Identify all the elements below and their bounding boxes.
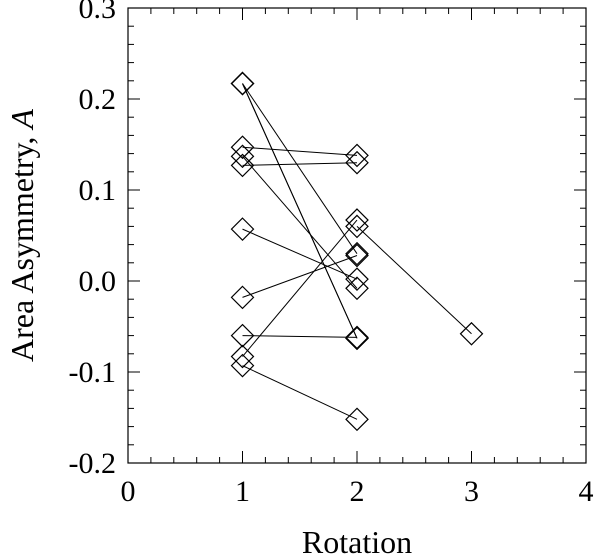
data-point — [345, 267, 369, 292]
track-line — [242, 162, 358, 166]
x-tick-label: 3 — [464, 475, 479, 508]
data-point — [345, 326, 369, 351]
y-tick-label: 0.1 — [79, 174, 117, 207]
data-point — [345, 150, 369, 175]
y-tick-label: 0.2 — [79, 83, 117, 116]
track-line — [242, 255, 358, 298]
y-axis-title-symbol: A — [4, 109, 40, 131]
data-point — [230, 217, 255, 241]
track-line — [356, 226, 472, 335]
y-tick-label: 0.0 — [79, 265, 117, 298]
data-point — [230, 353, 255, 378]
data-point — [345, 243, 369, 268]
track-line — [242, 83, 358, 339]
data-point — [345, 407, 369, 432]
track-line — [242, 156, 358, 289]
x-tick-label: 2 — [350, 475, 365, 508]
track-line — [242, 228, 358, 280]
track-line — [242, 83, 358, 254]
data-point — [345, 143, 369, 168]
track-line — [242, 335, 358, 338]
data-point — [230, 344, 255, 369]
data-point — [230, 285, 255, 310]
data-point — [345, 208, 369, 232]
data-point — [345, 214, 369, 239]
y-axis-title-main: Area Asymmetry, — [4, 129, 40, 362]
data-point — [345, 276, 369, 301]
y-tick-label: 0.3 — [79, 0, 117, 25]
track-line — [242, 219, 358, 357]
data-point — [230, 144, 255, 169]
track-line — [242, 146, 358, 156]
x-tick-label: 1 — [235, 475, 250, 508]
data-point — [345, 325, 369, 350]
data-point — [459, 321, 484, 346]
data-point — [230, 135, 255, 160]
y-tick-label: -0.1 — [69, 356, 117, 389]
y-tick-label: -0.2 — [69, 447, 117, 480]
data-point — [230, 323, 255, 348]
track-line — [242, 365, 358, 420]
data-point — [230, 153, 255, 178]
plot-frame — [127, 7, 587, 464]
y-axis-title: Area Asymmetry, A — [4, 109, 40, 362]
data-point — [345, 241, 369, 266]
x-axis-title: Rotation — [302, 524, 412, 557]
x-tick-label: 0 — [121, 475, 136, 508]
data-point — [230, 71, 255, 96]
x-tick-label: 4 — [579, 475, 594, 508]
